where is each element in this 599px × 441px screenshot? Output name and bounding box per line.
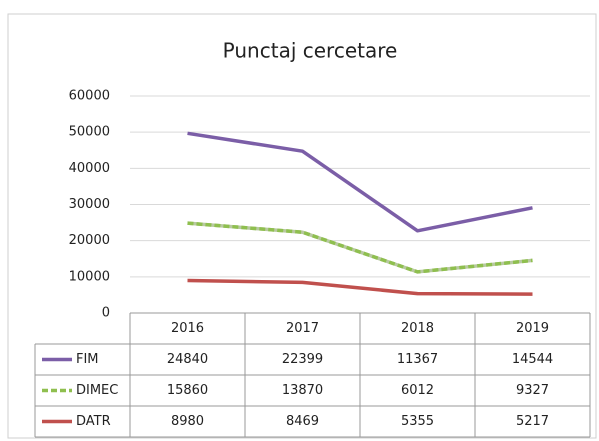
y-tick-label: 40000 [69, 161, 110, 176]
table-value: 24840 [167, 352, 208, 367]
legend-label: DATR [76, 414, 111, 429]
x-tick-label: 2016 [171, 321, 204, 336]
table-value: 13870 [282, 383, 323, 398]
table-value: 8469 [286, 414, 319, 429]
x-tick-label: 2018 [401, 321, 434, 336]
y-tick-label: 50000 [69, 125, 110, 140]
x-tick-label: 2019 [516, 321, 549, 336]
series-line [187, 278, 533, 296]
table-value: 6012 [401, 383, 434, 398]
table-value: 15860 [167, 383, 208, 398]
y-tick-label: 0 [102, 306, 110, 321]
table-value: 5355 [401, 414, 434, 429]
series-line [187, 221, 533, 274]
table-value: 22399 [282, 352, 323, 367]
legend-label: DIMEC [76, 383, 118, 398]
y-tick-label: 20000 [69, 233, 110, 248]
y-tick-label: 10000 [69, 269, 110, 284]
series-line [187, 131, 533, 233]
chart-title: Punctaj cercetare [223, 39, 398, 63]
y-tick-label: 60000 [69, 89, 110, 104]
x-tick-label: 2017 [286, 321, 319, 336]
chart-frame [7, 13, 597, 439]
table-value: 8980 [171, 414, 204, 429]
legend-label: FIM [76, 352, 99, 367]
table-value: 14544 [512, 352, 553, 367]
y-tick-label: 30000 [69, 197, 110, 212]
table-value: 11367 [397, 352, 438, 367]
table-value: 5217 [516, 414, 549, 429]
table-value: 9327 [516, 383, 549, 398]
